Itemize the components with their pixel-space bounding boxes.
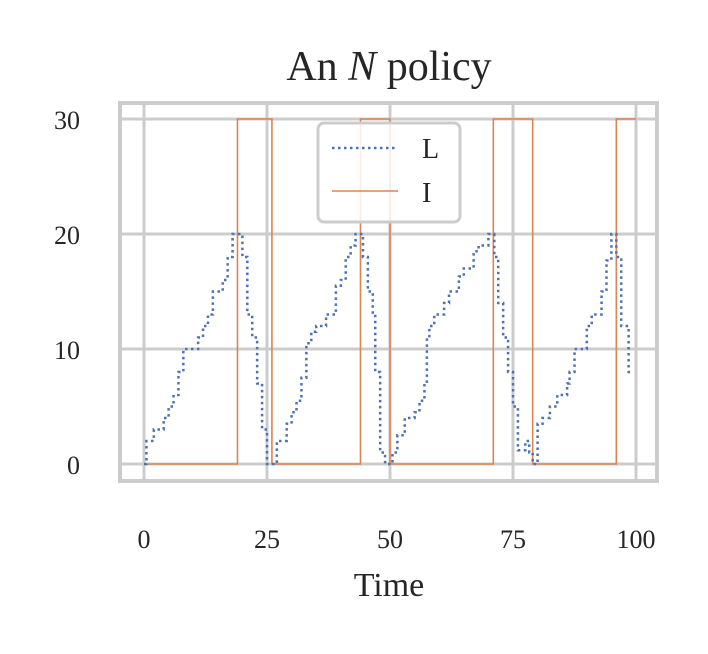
chart-title: An N policy (286, 44, 491, 90)
y-tick-label: 30 (54, 106, 80, 135)
series-line-L (144, 232, 634, 466)
y-tick-label: 0 (67, 451, 80, 480)
x-tick-label: 50 (377, 525, 403, 554)
x-tick-label: 75 (500, 525, 526, 554)
x-tick-label: 0 (138, 525, 151, 554)
legend-box (316, 121, 462, 224)
y-tick-label: 20 (54, 221, 80, 250)
x-tick-labels: 0 25 50 75 100 (138, 525, 656, 554)
x-tick-label: 100 (617, 525, 656, 554)
y-tick-labels: 0 10 20 30 (54, 106, 80, 480)
legend: L I (316, 121, 462, 224)
series-line-I (144, 118, 636, 465)
y-tick-label: 10 (54, 336, 80, 365)
plot-frame (118, 101, 659, 483)
legend-label-L: L (422, 134, 439, 165)
x-axis-label: Time (354, 567, 425, 604)
x-tick-label: 25 (254, 525, 280, 554)
series-lines (144, 118, 636, 466)
legend-label-I: I (422, 178, 431, 209)
